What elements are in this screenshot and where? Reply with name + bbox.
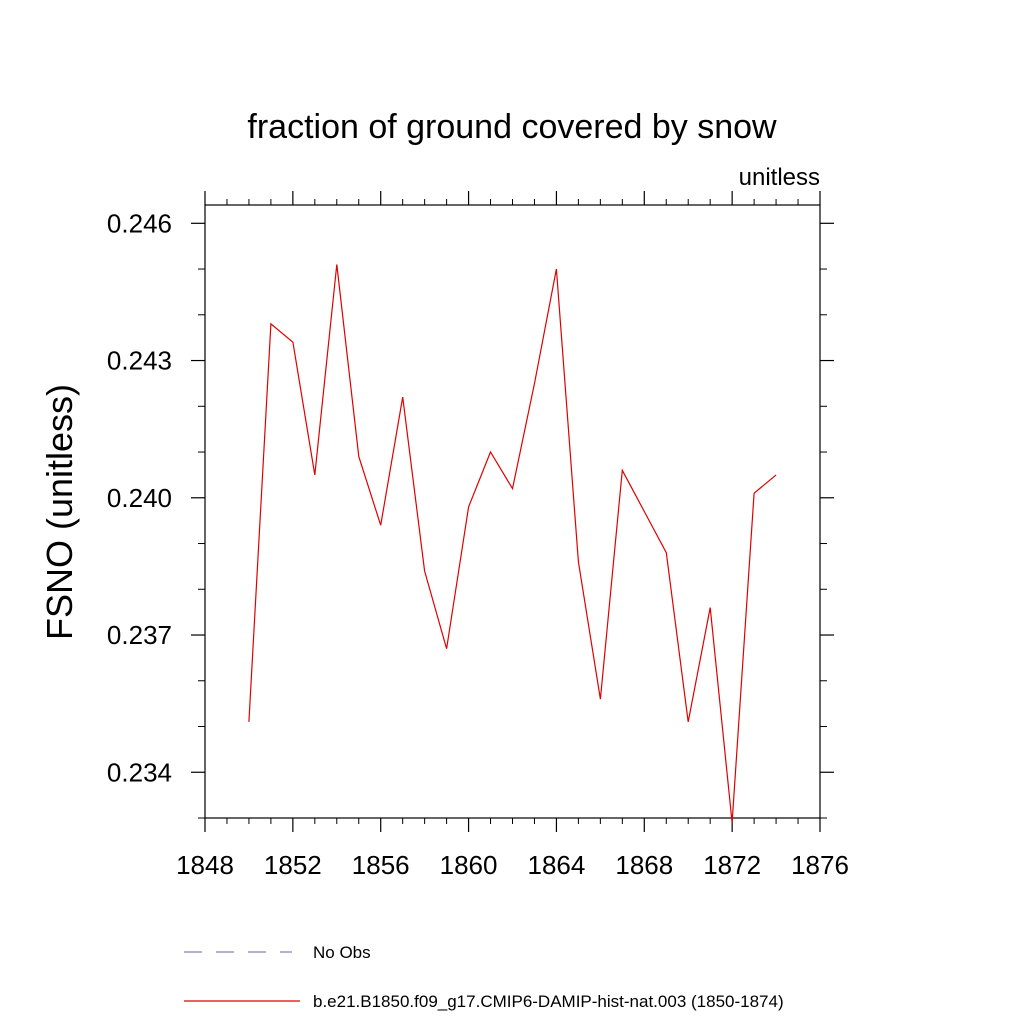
x-tick-label: 1864	[528, 850, 586, 880]
y-tick-label: 0.243	[107, 346, 172, 376]
x-tick-label: 1848	[176, 850, 234, 880]
y-tick-label: 0.234	[107, 757, 172, 787]
chart-title: fraction of ground covered by snow	[247, 108, 777, 146]
x-axis-ticks: 1848 1852 1856 1860 1864 1868 1872 1876	[176, 191, 849, 880]
x-tick-label: 1852	[264, 850, 322, 880]
legend-label-no-obs: No Obs	[313, 943, 371, 962]
x-tick-label: 1872	[703, 850, 761, 880]
x-tick-label: 1856	[352, 850, 410, 880]
units-label: unitless	[739, 164, 820, 191]
y-tick-label: 0.237	[107, 620, 172, 650]
legend: No Obs b.e21.B1850.f09_g17.CMIP6-DAMIP-h…	[184, 943, 784, 1011]
y-tick-label: 0.240	[107, 483, 172, 513]
x-tick-label: 1876	[791, 850, 849, 880]
series-line-0	[248, 264, 777, 823]
y-axis-label: FSNO (unitless)	[39, 384, 80, 640]
x-tick-label: 1860	[440, 850, 498, 880]
y-tick-label: 0.246	[107, 208, 172, 238]
series-layer	[248, 264, 777, 823]
x-tick-label: 1868	[615, 850, 673, 880]
plot-frame	[204, 204, 821, 819]
legend-label-model: b.e21.B1850.f09_g17.CMIP6-DAMIP-hist-nat…	[313, 992, 784, 1011]
y-axis-ticks: 0.234 0.237 0.240 0.243 0.246	[107, 208, 834, 819]
